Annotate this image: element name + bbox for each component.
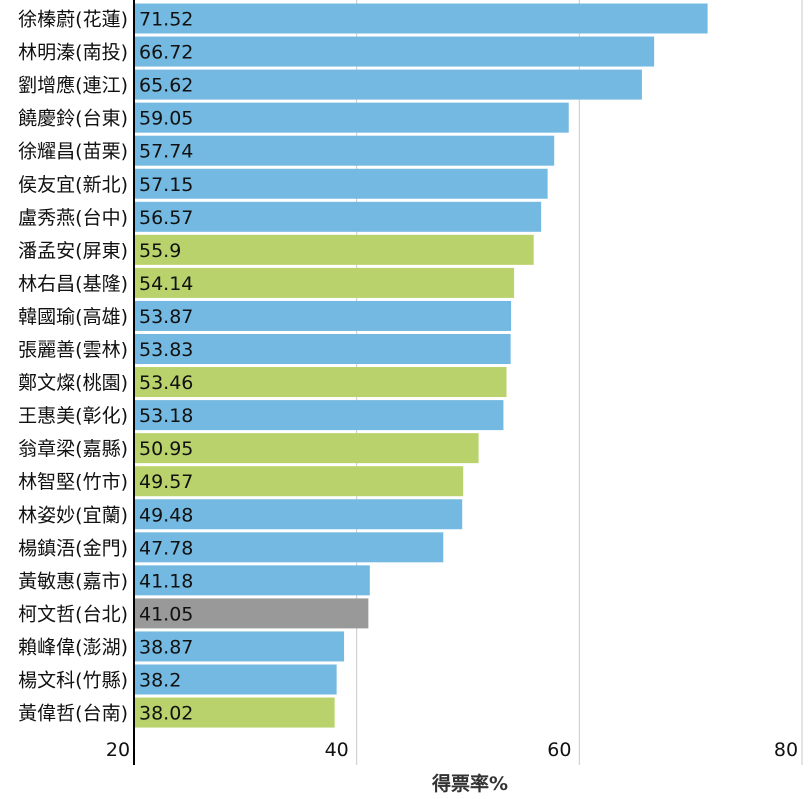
value-label: 38.02 [139, 703, 193, 725]
bar [134, 598, 369, 629]
category-labels: 徐榛蔚(花蓮) 林明溱(南投) 劉增應(連江) 饒慶鈴(台東) 徐耀昌(苗栗) 侯友宜(新… [18, 9, 128, 725]
bar [134, 168, 548, 199]
bar [134, 664, 337, 695]
bar [134, 631, 345, 662]
x-tick-label: 40 [325, 739, 349, 761]
category-label: 黃偉哲(台南) [18, 703, 128, 725]
category-label: 楊鎮浯(金門) [18, 537, 128, 559]
bar [134, 466, 464, 497]
category-label: 林右昌(基隆) [18, 273, 128, 295]
category-label: 劉增應(連江) [18, 74, 128, 97]
value-label: 54.14 [139, 273, 193, 295]
value-label: 53.87 [139, 306, 193, 328]
x-tick-label: 20 [106, 739, 130, 761]
bar [134, 36, 655, 67]
value-label: 53.83 [139, 339, 193, 361]
bars [134, 3, 708, 728]
bar [134, 433, 479, 464]
category-label: 侯友宜(新北) [18, 174, 128, 196]
value-label: 49.57 [139, 471, 193, 493]
value-label: 57.15 [139, 174, 193, 196]
category-label: 林姿妙(宜蘭) [18, 504, 128, 526]
category-label: 王惠美(彰化) [18, 405, 128, 427]
category-label: 賴峰偉(澎湖) [18, 636, 128, 658]
bar [134, 234, 534, 265]
category-label: 鄭文燦(桃園) [18, 372, 128, 394]
value-label: 57.74 [139, 141, 193, 163]
value-label: 41.05 [139, 603, 193, 625]
bar [134, 532, 444, 563]
bar [134, 201, 542, 232]
value-label: 38.87 [139, 636, 193, 658]
x-axis-label: 得票率% [431, 772, 508, 795]
value-label: 56.57 [139, 207, 193, 229]
x-tick-label: 80 [774, 739, 798, 761]
x-tick-label: 60 [547, 739, 571, 761]
value-label: 55.9 [139, 240, 181, 262]
category-label: 黃敏惠(嘉市) [18, 570, 128, 592]
x-tick-labels: 20 40 60 80 [106, 739, 798, 761]
category-label: 楊文科(竹縣) [18, 670, 128, 692]
bar [134, 102, 569, 133]
value-label: 49.48 [139, 504, 193, 526]
bar [134, 3, 708, 34]
category-label: 韓國瑜(高雄) [18, 306, 128, 328]
value-label: 41.18 [139, 570, 193, 592]
bar [134, 499, 463, 530]
bar [134, 69, 642, 100]
bar [134, 334, 511, 364]
category-label: 徐耀昌(苗栗) [18, 141, 128, 163]
category-label: 盧秀燕(台中) [18, 207, 128, 229]
value-labels: 71.52 66.72 65.62 59.05 57.74 57.15 56.57 55.9 5… [139, 9, 193, 725]
value-label: 47.78 [139, 537, 193, 559]
value-label: 65.62 [139, 75, 193, 97]
category-label: 張麗善(雲林) [18, 339, 128, 361]
category-label: 潘孟安(屏東) [18, 240, 128, 262]
bar [134, 697, 335, 728]
category-label: 翁章梁(嘉縣) [18, 438, 128, 460]
bar [134, 267, 515, 298]
category-label: 徐榛蔚(花蓮) [18, 9, 128, 31]
value-label: 59.05 [139, 108, 193, 130]
value-label: 66.72 [139, 42, 193, 64]
value-label: 50.95 [139, 438, 193, 460]
category-label: 林智堅(竹市) [18, 471, 128, 493]
bar [134, 400, 504, 431]
category-label: 柯文哲(台北) [18, 603, 128, 625]
bar [134, 367, 507, 398]
value-label: 53.18 [139, 405, 193, 427]
category-label: 饒慶鈴(台東) [18, 108, 128, 130]
bar [134, 300, 512, 331]
value-label: 71.52 [139, 9, 193, 31]
value-label: 53.46 [139, 372, 193, 394]
bar [134, 135, 555, 166]
value-label: 38.2 [139, 670, 181, 692]
category-label: 林明溱(南投) [18, 42, 128, 64]
bar [134, 565, 370, 596]
